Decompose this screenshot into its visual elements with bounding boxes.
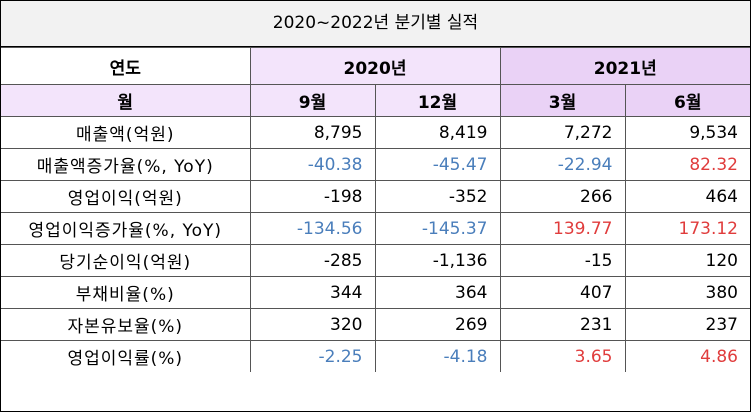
value-cell: 173.12 bbox=[624, 212, 750, 245]
header-cell: 2021년 bbox=[499, 47, 750, 85]
value-cell: -1,136 bbox=[374, 244, 501, 277]
header-cell: 2020년 bbox=[249, 47, 501, 85]
value-cell: -40.38 bbox=[249, 148, 376, 181]
value-cell: 231 bbox=[499, 308, 626, 341]
value-cell: 464 bbox=[624, 180, 750, 213]
header-cell: 12월 bbox=[374, 84, 501, 117]
value-cell: 320 bbox=[249, 308, 376, 341]
data-row: 당기순이익(억원) -285 -1,136 -15 120 bbox=[1, 244, 750, 277]
row-label: 부채비율(%) bbox=[1, 276, 251, 309]
value-cell: 3.65 bbox=[499, 340, 626, 372]
data-row: 영업이익(억원) -198 -352 266 464 bbox=[1, 180, 750, 213]
row-label: 매출액증가율(%, YoY) bbox=[1, 148, 251, 181]
results-table: 연도 2020년 2021년 월 9월 12월 3월 6월 매출액(억원) 8,7… bbox=[1, 47, 750, 372]
value-cell: 120 bbox=[624, 244, 750, 277]
header-cell: 6월 bbox=[624, 84, 750, 117]
value-cell: -4.18 bbox=[374, 340, 501, 372]
value-cell: 407 bbox=[499, 276, 626, 309]
header-cell: 연도 bbox=[1, 47, 251, 85]
row-label: 자본유보율(%) bbox=[1, 308, 251, 341]
data-row: 매출액증가율(%, YoY) -40.38 -45.47 -22.94 82.32 bbox=[1, 148, 750, 181]
value-cell: 4.86 bbox=[624, 340, 750, 372]
value-cell: -198 bbox=[249, 180, 376, 213]
value-cell: -134.56 bbox=[249, 212, 376, 245]
value-cell: 266 bbox=[499, 180, 626, 213]
header-row: 월 9월 12월 3월 6월 bbox=[1, 84, 750, 117]
value-cell: 82.32 bbox=[624, 148, 750, 181]
header-row: 연도 2020년 2021년 bbox=[1, 47, 750, 85]
data-row: 영업이익증가율(%, YoY) -134.56 -145.37 139.77 173.1… bbox=[1, 212, 750, 245]
value-cell: -145.37 bbox=[374, 212, 501, 245]
value-cell: 237 bbox=[624, 308, 750, 341]
value-cell: -285 bbox=[249, 244, 376, 277]
value-cell: 8,795 bbox=[249, 116, 376, 149]
header-cell: 3월 bbox=[499, 84, 626, 117]
value-cell: 8,419 bbox=[374, 116, 501, 149]
value-cell: -45.47 bbox=[374, 148, 501, 181]
value-cell: 380 bbox=[624, 276, 750, 309]
header-cell: 9월 bbox=[249, 84, 376, 117]
value-cell: -352 bbox=[374, 180, 501, 213]
table-body: 매출액(억원) 8,795 8,419 7,272 9,534 매출액증가율(%, YoY… bbox=[1, 116, 750, 372]
data-row: 부채비율(%) 344 364 407 380 bbox=[1, 276, 750, 309]
row-label: 영업이익증가율(%, YoY) bbox=[1, 212, 251, 245]
row-label: 영업이익(억원) bbox=[1, 180, 251, 213]
row-label: 매출액(억원) bbox=[1, 116, 251, 149]
row-label: 당기순이익(억원) bbox=[1, 244, 251, 277]
value-cell: -2.25 bbox=[249, 340, 376, 372]
value-cell: 269 bbox=[374, 308, 501, 341]
data-row: 매출액(억원) 8,795 8,419 7,272 9,534 bbox=[1, 116, 750, 149]
data-row: 영업이익률(%) -2.25 -4.18 3.65 4.86 bbox=[1, 340, 750, 372]
value-cell: 344 bbox=[249, 276, 376, 309]
value-cell: 364 bbox=[374, 276, 501, 309]
header-cell: 월 bbox=[1, 84, 251, 117]
value-cell: -22.94 bbox=[499, 148, 626, 181]
value-cell: 139.77 bbox=[499, 212, 626, 245]
value-cell: -15 bbox=[499, 244, 626, 277]
value-cell: 7,272 bbox=[499, 116, 626, 149]
data-row: 자본유보율(%) 320 269 231 237 bbox=[1, 308, 750, 341]
row-label: 영업이익률(%) bbox=[1, 340, 251, 372]
value-cell: 9,534 bbox=[624, 116, 750, 149]
table-title: 2020~2022년 분기별 실적 bbox=[1, 1, 750, 47]
